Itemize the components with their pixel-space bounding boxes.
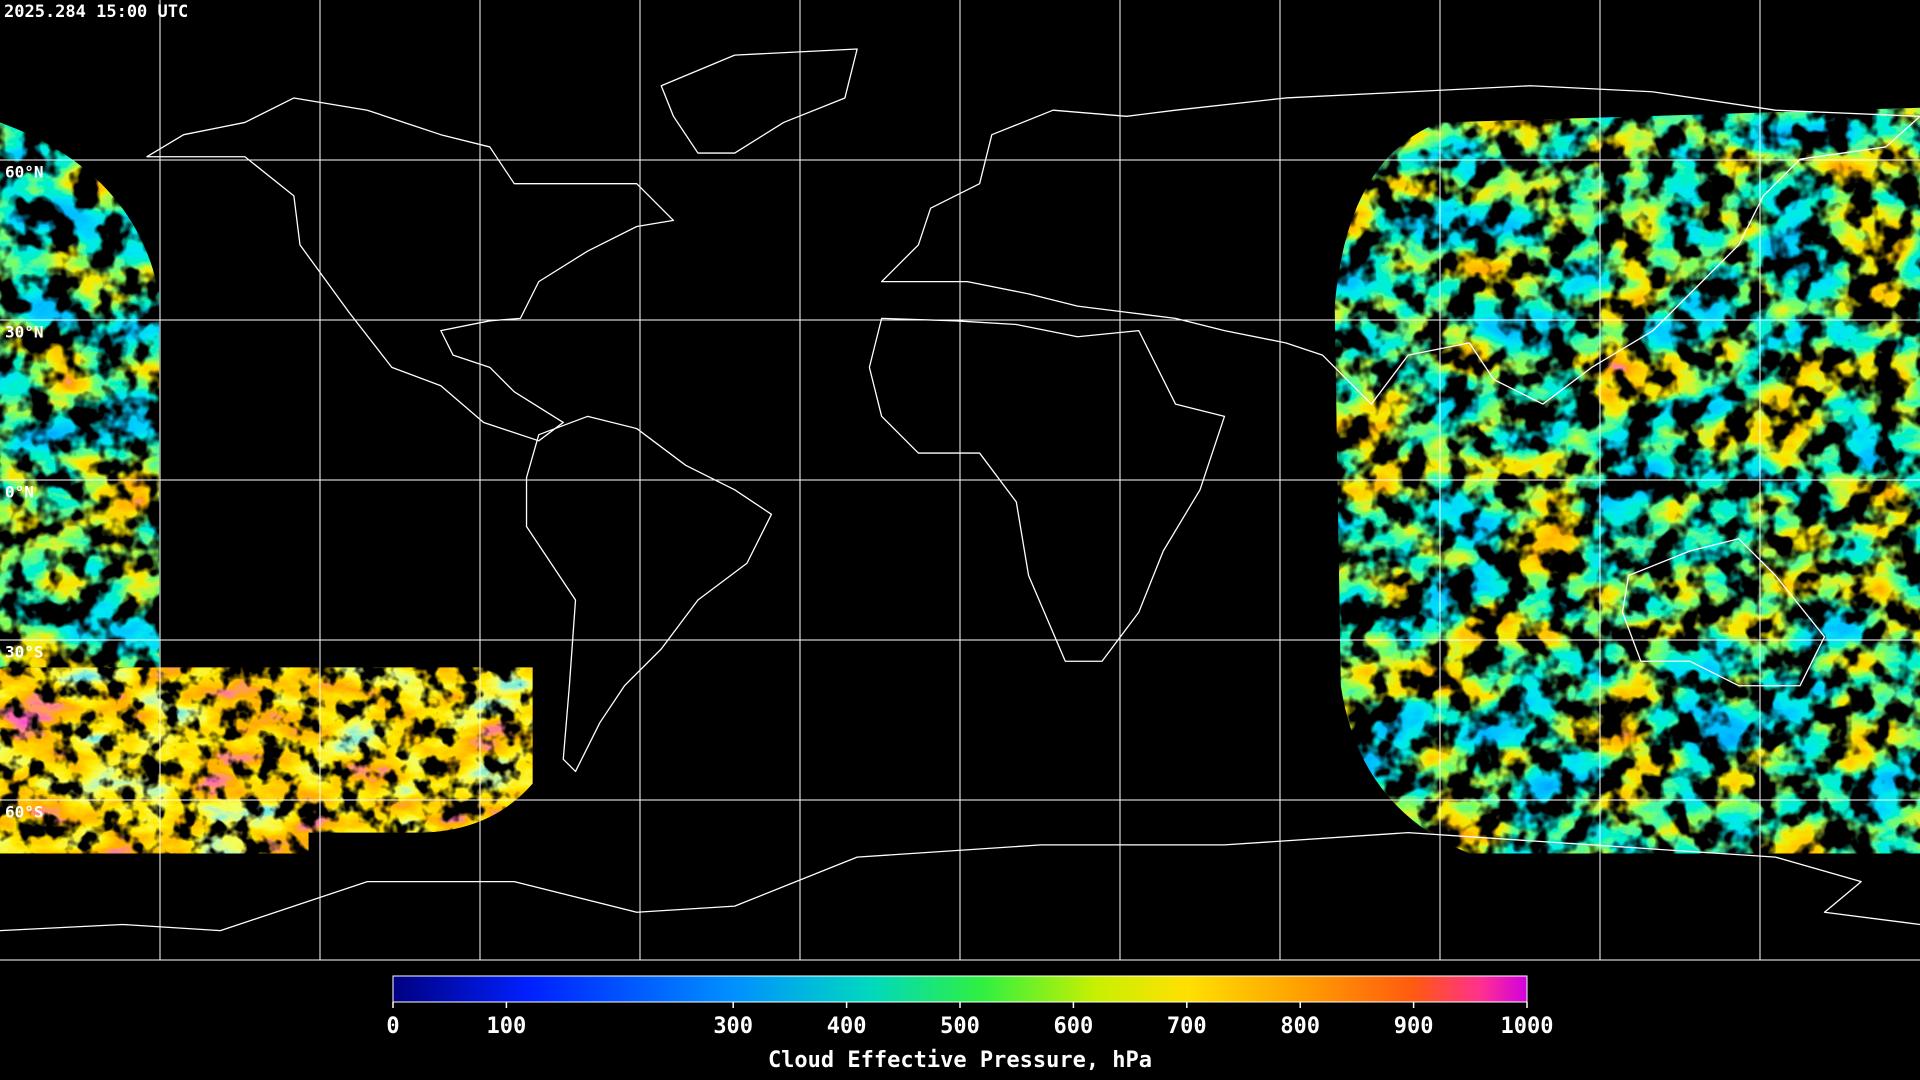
- cloud-imagery: [0, 107, 1920, 854]
- latitude-label: 60°N: [5, 163, 44, 182]
- latitude-label: 60°S: [5, 803, 44, 822]
- colorbar-tick-label: 0: [386, 1014, 399, 1039]
- coastline: [882, 86, 1920, 404]
- colorbar-label: Cloud Effective Pressure, hPa: [768, 1048, 1152, 1073]
- coastline: [147, 98, 674, 441]
- coastline: [661, 49, 857, 153]
- colorbar: [392, 975, 1528, 1003]
- latitude-label: 30°N: [5, 323, 44, 342]
- coastlines: [0, 49, 1920, 931]
- coastline: [0, 833, 1920, 931]
- colorbar-tick-label: 100: [487, 1014, 527, 1039]
- colorbar-tick-label: 300: [713, 1014, 753, 1039]
- latitude-label: 30°S: [5, 643, 44, 662]
- latitude-label: 0°N: [5, 483, 34, 502]
- imagery-east: [1334, 107, 1920, 854]
- colorbar-tick-label: 900: [1394, 1014, 1434, 1039]
- timestamp: 2025.284 15:00 UTC: [4, 2, 188, 22]
- graticule: 60°N 30°N 0°N 30°S 60°S: [0, 0, 1920, 960]
- colorbar-ticks: 0 100 300 400 500 600 700 800 900 1000: [386, 1002, 1553, 1039]
- colorbar-tick-label: 400: [827, 1014, 867, 1039]
- colorbar-tick-label: 800: [1280, 1014, 1320, 1039]
- coastline: [869, 318, 1224, 661]
- colorbar-tick-label: 700: [1167, 1014, 1207, 1039]
- coastline: [1622, 539, 1824, 686]
- imagery-south: [0, 667, 533, 854]
- coastline: [527, 416, 772, 771]
- colorbar-tick-label: 500: [940, 1014, 980, 1039]
- colorbar-tick-label: 600: [1054, 1014, 1094, 1039]
- colorbar-tick-label: 1000: [1501, 1014, 1554, 1039]
